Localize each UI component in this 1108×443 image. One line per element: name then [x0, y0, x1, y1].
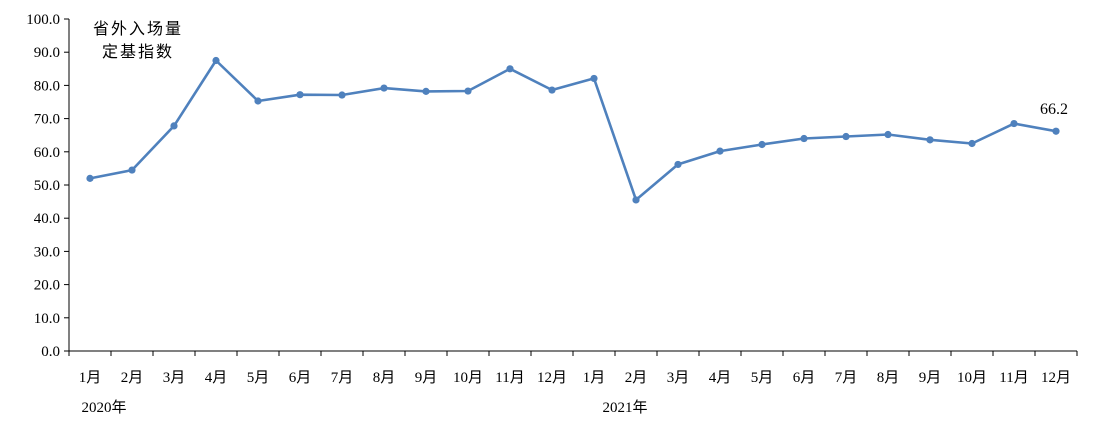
- year-label: 2020年: [81, 399, 126, 416]
- y-tick-label: 100.0: [26, 12, 60, 28]
- x-tick-label: 3月: [163, 370, 186, 386]
- data-point: [296, 91, 304, 99]
- x-tick-label: 3月: [667, 370, 690, 386]
- data-point: [86, 174, 94, 182]
- data-point: [128, 166, 136, 174]
- data-point: [842, 132, 850, 141]
- data-point: [716, 147, 724, 155]
- data-point: [212, 56, 220, 65]
- data-point: [380, 84, 388, 92]
- y-tick-label: 80.0: [34, 78, 60, 94]
- data-point: [1052, 127, 1060, 135]
- data-point: [674, 160, 682, 169]
- data-point: [758, 140, 766, 149]
- x-tick-label: 4月: [205, 370, 228, 386]
- data-point: [422, 87, 430, 95]
- x-tick-label: 12月: [537, 370, 567, 386]
- y-axis: 0.0 10.0 20.0 30.0 40.0 50.0 60.0 70.0 80.0 90.0 1…: [26, 12, 70, 360]
- series-line: [89, 59, 1057, 202]
- y-tick-label: 20.0: [34, 278, 60, 294]
- y-tick-label: 50.0: [34, 178, 60, 194]
- x-tick-label: 4月: [709, 370, 732, 386]
- y-tick-label: 10.0: [34, 311, 60, 327]
- data-point: [1010, 119, 1018, 128]
- data-label: 66.2: [1040, 101, 1068, 118]
- data-point: [464, 87, 472, 95]
- y-tick-label: 60.0: [34, 145, 60, 161]
- y-tick-label: 40.0: [34, 211, 60, 227]
- annotations: 66.2: [1040, 101, 1068, 118]
- x-tick-label: 8月: [373, 370, 396, 386]
- data-point: [548, 86, 556, 94]
- chart-title-line: 定基指数: [102, 43, 174, 61]
- x-tick-label: 11月: [495, 370, 524, 386]
- x-tick-label: 10月: [453, 370, 483, 386]
- data-point: [170, 122, 178, 130]
- x-tick-label: 12月: [1041, 370, 1071, 386]
- data-point: [884, 130, 892, 139]
- x-tick-label: 5月: [247, 370, 270, 386]
- x-tick-label: 2月: [121, 370, 144, 386]
- x-tick-label: 5月: [751, 370, 774, 386]
- x-tick-label: 6月: [289, 370, 312, 386]
- x-tick-label: 7月: [835, 370, 858, 386]
- data-point: [254, 97, 262, 105]
- chart-title-line: 省外入场量: [93, 20, 183, 38]
- x-tick-label: 8月: [877, 370, 900, 386]
- x-tick-label: 9月: [415, 370, 438, 386]
- x-tick-label: 11月: [999, 370, 1028, 386]
- data-point: [926, 136, 934, 144]
- y-tick-label: 0.0: [41, 344, 60, 360]
- x-tick-label: 6月: [793, 370, 816, 386]
- x-axis: 1月 2月 3月 4月 5月 6月 7月 8月 9月 10月 11月 12月 1月 2月 3月 4月 5月 6月 7…: [68, 350, 1078, 416]
- data-point: [968, 139, 976, 148]
- x-tick-label: 9月: [919, 370, 942, 386]
- year-label: 2021年: [602, 399, 647, 416]
- data-point: [800, 134, 808, 143]
- x-tick-label: 10月: [957, 370, 987, 386]
- x-tick-label: 7月: [331, 370, 354, 386]
- data-point: [506, 65, 514, 73]
- data-point: [632, 196, 640, 204]
- series-line-group: [86, 56, 1060, 204]
- y-tick-label: 90.0: [34, 45, 60, 61]
- data-point: [338, 91, 346, 99]
- y-tick-label: 30.0: [34, 244, 60, 260]
- x-tick-label: 1月: [583, 370, 606, 386]
- x-tick-label: 2月: [625, 370, 648, 386]
- y-tick-label: 70.0: [34, 112, 60, 128]
- x-tick-label: 1月: [79, 370, 102, 386]
- data-point: [590, 74, 598, 83]
